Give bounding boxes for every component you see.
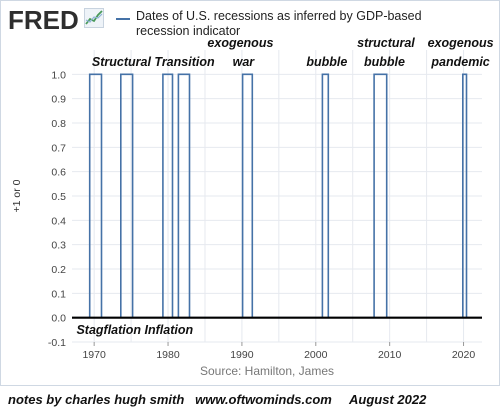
footer-date: August 2022 [349, 392, 427, 407]
recession-chart: -0.1 0.0 0.1 0.2 0.3 0.4 0.5 0.6 0.7 0.8 0.9 1.0 197… [11, 36, 494, 378]
x-tick-label: 2020 [452, 349, 476, 361]
x-tick-label: 1970 [82, 349, 106, 361]
x-tick-label: 1990 [230, 349, 254, 361]
y-tick-label: 0.6 [51, 167, 66, 179]
y-tick-label: 0.7 [51, 142, 66, 154]
legend-swatch [116, 18, 130, 20]
x-tick-label: 1980 [156, 349, 180, 361]
y-tick-label: 0.9 [51, 94, 66, 106]
footer-note: notes by charles hugh smith www.oftwomin… [8, 392, 332, 407]
annotation-label: war [233, 55, 256, 69]
annotation-label: bubble [364, 55, 405, 69]
annotation-label: pandemic [430, 55, 489, 69]
source-label: Source: Hamilton, James [200, 364, 334, 378]
annotation-label: exogenous [428, 36, 494, 50]
x-tick-label: 2010 [378, 349, 402, 361]
fred-logo[interactable]: FRED [8, 6, 104, 34]
annotation-label: Stagflation Inflation [76, 323, 193, 337]
y-tick-label: 0.8 [51, 118, 66, 130]
y-tick-label: 0.3 [51, 240, 66, 252]
line-chart-icon [84, 8, 104, 28]
y-tick-label: 0.2 [51, 264, 66, 276]
y-tick-label: -0.1 [48, 337, 66, 349]
annotation-label: Structural Transition [92, 55, 215, 69]
annotation-label: structural [357, 36, 415, 50]
legend-label: Dates of U.S. recessions as inferred by … [136, 9, 422, 38]
fred-logo-text: FRED [8, 5, 79, 35]
y-tick-label: 0.1 [51, 288, 66, 300]
y-tick-label: 1.0 [51, 69, 66, 81]
y-tick-label: 0.0 [51, 313, 66, 325]
annotation-label: exogenous [207, 36, 273, 50]
x-tick-label: 2000 [304, 349, 328, 361]
y-axis-label: +1 or 0 [11, 179, 23, 212]
annotation-label: bubble [306, 55, 347, 69]
y-tick-label: 0.5 [51, 191, 66, 203]
y-tick-label: 0.4 [51, 215, 66, 227]
